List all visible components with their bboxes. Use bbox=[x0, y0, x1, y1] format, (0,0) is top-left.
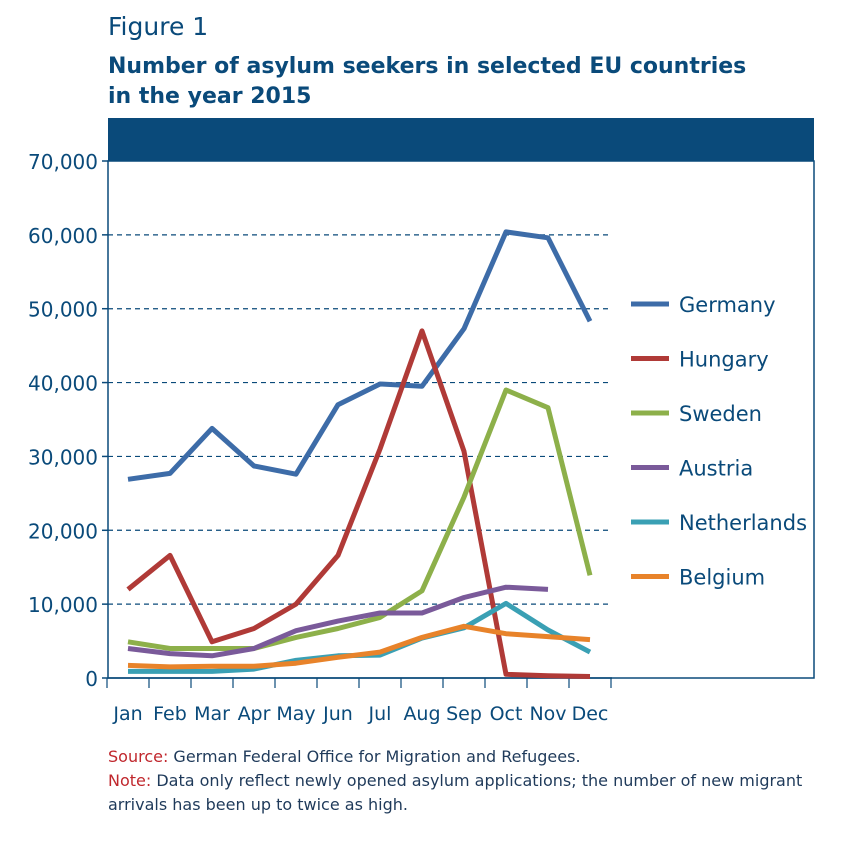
legend: Germany Hungary Sweden Austria Netherlands Be… bbox=[631, 293, 807, 590]
source-line: Source: German Federal Office for Migrat… bbox=[108, 745, 828, 769]
legend-label-germany: Germany bbox=[679, 293, 776, 317]
line-chart: 0 10,000 20,000 30,000 40,000 50,000 60,000 70,… bbox=[28, 118, 815, 725]
series-line-hungary bbox=[126, 328, 591, 679]
chart-notes: Source: German Federal Office for Migrat… bbox=[108, 745, 828, 817]
x-tick-label: Jul bbox=[368, 703, 392, 725]
x-tick-label: Sep bbox=[446, 703, 482, 725]
x-tick-label: Jan bbox=[112, 703, 142, 725]
y-tick-label: 40,000 bbox=[28, 372, 98, 396]
chart-title-line-2: in the year 2015 bbox=[108, 84, 312, 109]
y-tick-label: 0 bbox=[85, 667, 98, 691]
series-lines bbox=[126, 229, 593, 679]
series-line-sweden bbox=[127, 387, 593, 651]
x-tick-label: Oct bbox=[490, 703, 523, 725]
chart-header-band bbox=[108, 118, 814, 161]
x-tick-label: Nov bbox=[529, 703, 566, 725]
chart-title: Number of asylum seekers in selected EU … bbox=[108, 52, 808, 112]
x-tick-label: Mar bbox=[194, 703, 230, 725]
x-axis: Jan Feb Mar Apr May Jun Jul Aug Sep Oct Nov Dec bbox=[106, 677, 612, 725]
y-tick-label: 50,000 bbox=[28, 298, 98, 322]
series-line-germany bbox=[127, 229, 593, 482]
x-tick-label: Apr bbox=[238, 703, 271, 725]
note-line: Note: Data only reflect newly opened asy… bbox=[108, 769, 828, 817]
legend-label-netherlands: Netherlands bbox=[679, 511, 807, 535]
legend-label-hungary: Hungary bbox=[679, 348, 769, 372]
source-text: German Federal Office for Migration and … bbox=[168, 747, 581, 766]
y-tick-label: 60,000 bbox=[28, 224, 98, 248]
note-text: Data only reflect newly opened asylum ap… bbox=[108, 771, 803, 814]
x-tick-label: Jun bbox=[322, 703, 353, 725]
y-tick-label: 20,000 bbox=[28, 519, 98, 543]
y-axis: 0 10,000 20,000 30,000 40,000 50,000 60,000 70,… bbox=[28, 150, 108, 691]
x-tick-label: Feb bbox=[153, 703, 187, 725]
legend-label-sweden: Sweden bbox=[679, 402, 762, 426]
x-tick-label: May bbox=[276, 703, 315, 725]
figure-label: Figure 1 bbox=[108, 12, 209, 41]
note-label: Note: bbox=[108, 771, 152, 790]
series-line-austria bbox=[127, 584, 549, 659]
y-tick-label: 70,000 bbox=[28, 150, 98, 174]
y-tick-label: 30,000 bbox=[28, 445, 98, 469]
x-tick-label: Aug bbox=[403, 703, 440, 725]
gridlines bbox=[108, 234, 612, 605]
x-tick-label: Dec bbox=[572, 703, 609, 725]
chart-title-line-1: Number of asylum seekers in selected EU … bbox=[108, 54, 747, 79]
y-tick-label: 10,000 bbox=[28, 593, 98, 617]
source-label: Source: bbox=[108, 747, 169, 766]
legend-label-austria: Austria bbox=[679, 457, 753, 481]
series-line-belgium bbox=[127, 623, 591, 670]
legend-label-belgium: Belgium bbox=[679, 566, 765, 590]
